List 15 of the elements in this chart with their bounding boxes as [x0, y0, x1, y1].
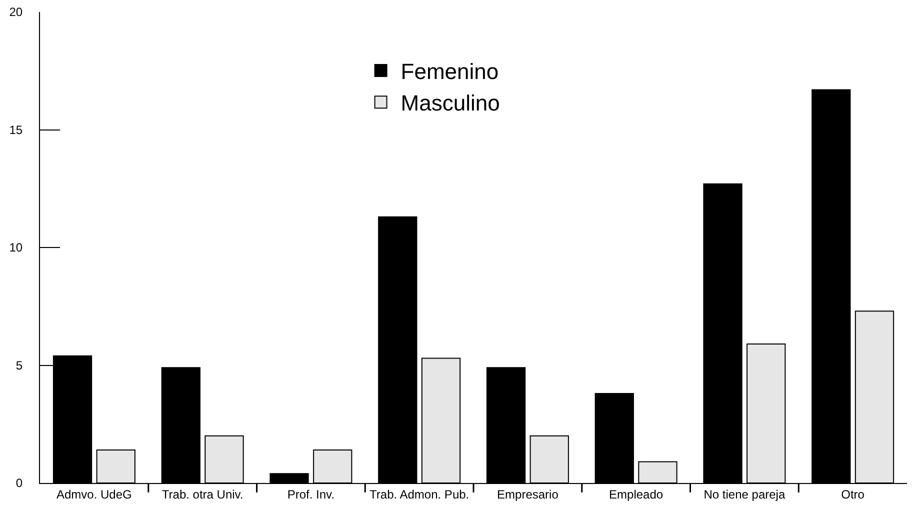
x-tick-label: Admvo. UdeG — [56, 487, 132, 502]
x-tick-label: Empleado — [609, 487, 664, 502]
y-tick-label: 20 — [9, 5, 23, 20]
y-tick-label: 15 — [9, 122, 23, 137]
y-tick-label: 10 — [9, 240, 23, 255]
y-tick-label: 5 — [16, 358, 23, 372]
x-tick-label: Empresario — [497, 487, 559, 502]
legend-label: Femenino — [400, 59, 499, 84]
x-tick-label: No tiene pareja — [704, 487, 786, 502]
x-tick-label: Prof. Inv. — [287, 487, 335, 502]
y-tick-label: 0 — [16, 476, 23, 490]
x-tick-label: Trab. otra Univ. — [162, 487, 244, 502]
x-tick-label: Trab. Admon. Pub. — [370, 487, 470, 502]
x-tick-label: Otro — [841, 487, 865, 502]
legend-label: Masculino — [400, 90, 500, 116]
